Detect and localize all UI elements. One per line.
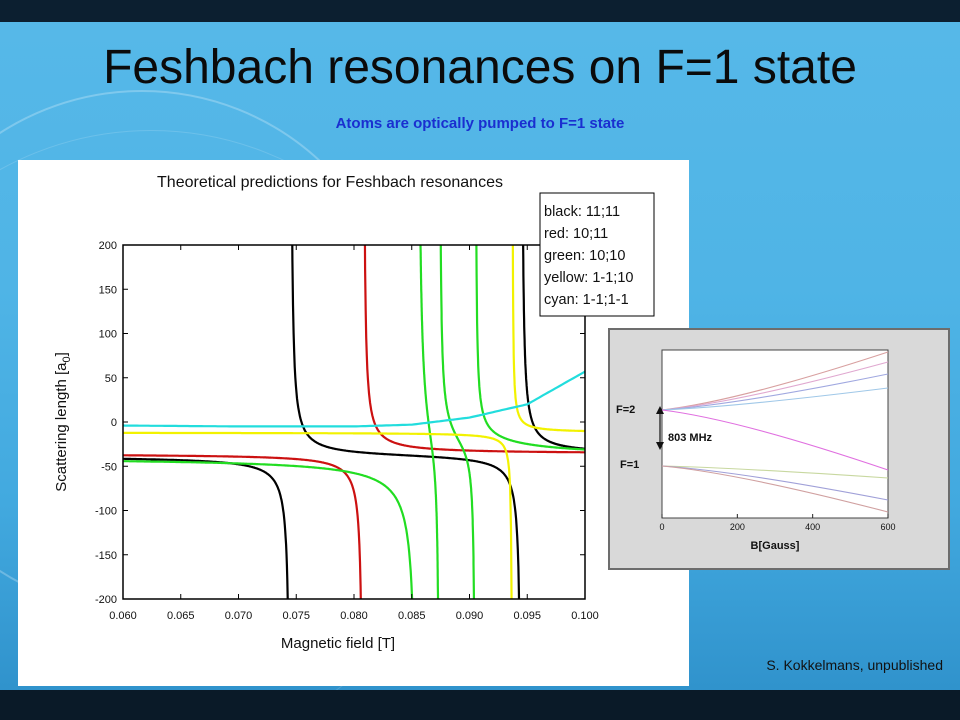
y-tick-label: -150 xyxy=(95,550,117,562)
inset-x-tick-label: 200 xyxy=(730,522,745,532)
series-black xyxy=(123,245,585,599)
series-line xyxy=(123,460,414,599)
y-axis-label: Scattering length [a0] xyxy=(53,352,73,492)
x-tick-label: 0.070 xyxy=(225,610,253,622)
inset-plot-panel: F=2 F=1 803 MHz 0 200 400 600 B[Gauss] xyxy=(608,328,950,570)
y-tick-label: -50 xyxy=(101,461,117,473)
y-axis-label-end: ] xyxy=(53,352,70,356)
series-line xyxy=(511,245,585,433)
y-tick-label: -100 xyxy=(95,506,117,518)
series-line xyxy=(522,245,585,450)
y-tick-label: 200 xyxy=(99,240,117,252)
main-plot: Theoretical predictions for Feshbach res… xyxy=(53,174,655,652)
x-tick-label: 0.085 xyxy=(398,610,426,622)
arrow-head-up xyxy=(656,406,664,414)
y-tick-label: 0 xyxy=(111,417,117,429)
series-line xyxy=(439,245,476,599)
legend-entry: green: 10;10 xyxy=(544,248,625,264)
inset-series-line xyxy=(661,387,889,411)
series-line xyxy=(475,245,585,451)
inset-series-line xyxy=(661,465,889,513)
x-axis-label: Magnetic field [T] xyxy=(281,635,395,652)
y-tick-label: 100 xyxy=(99,329,117,341)
y-tick-label: 150 xyxy=(99,284,117,296)
inset-x-label: B[Gauss] xyxy=(751,540,800,552)
bottom-bar xyxy=(0,690,960,720)
y-tick-label: -200 xyxy=(95,594,117,606)
plot-title: Theoretical predictions for Feshbach res… xyxy=(157,174,503,191)
inset-plot: F=2 F=1 803 MHz 0 200 400 600 B[Gauss] xyxy=(616,349,896,552)
slide-subtitle: Atoms are optically pumped to F=1 state xyxy=(335,115,625,132)
inset-x-tick-label: 600 xyxy=(880,522,895,532)
series-line xyxy=(123,431,513,599)
inset-series-line xyxy=(661,465,889,479)
x-tick-label: 0.080 xyxy=(340,610,368,622)
slide-title: Feshbach resonances on F=1 state xyxy=(103,41,857,94)
x-tick-label: 0.075 xyxy=(282,610,310,622)
inset-series-line xyxy=(661,373,889,411)
x-tick-label: 0.100 xyxy=(571,610,599,622)
main-plot-panel: Theoretical predictions for Feshbach res… xyxy=(18,160,689,686)
y-axis-label-subscript: 0 xyxy=(61,356,73,362)
legend-entry: cyan: 1-1;1-1 xyxy=(544,292,629,308)
inset-x-tick-label: 0 xyxy=(659,522,664,532)
arrow-head-down xyxy=(656,442,664,450)
f2-label: F=2 xyxy=(616,404,635,416)
legend: black: 11;11 red: 10;11 green: 10;10 yel… xyxy=(539,192,655,317)
series-cyan xyxy=(123,370,585,428)
inset-series-line xyxy=(661,361,889,411)
f1-label: F=1 xyxy=(620,459,639,471)
x-tick-label: 0.065 xyxy=(167,610,195,622)
x-tick-label: 0.095 xyxy=(513,610,541,622)
series-red xyxy=(123,245,585,599)
legend-entry: red: 10;11 xyxy=(544,226,608,242)
legend-entry: yellow: 1-1;10 xyxy=(544,270,633,286)
legend-box xyxy=(539,192,655,317)
y-axis-label-main: Scattering length [a xyxy=(53,362,70,492)
series-green xyxy=(123,245,585,599)
x-tick-label: 0.090 xyxy=(456,610,484,622)
credit-text: S. Kokkelmans, unpublished xyxy=(766,657,943,673)
series-line xyxy=(419,245,440,599)
series-line xyxy=(123,370,585,428)
series-line xyxy=(291,245,521,599)
inset-series-line xyxy=(661,409,889,471)
x-tick-label: 0.060 xyxy=(109,610,137,622)
inset-frame xyxy=(661,349,889,519)
y-tick-label: 50 xyxy=(105,373,117,385)
series-line xyxy=(123,457,289,599)
inset-series-line xyxy=(661,465,889,501)
legend-entry: black: 11;11 xyxy=(544,204,620,220)
series-line xyxy=(363,245,585,454)
inset-x-tick-label: 400 xyxy=(805,522,820,532)
series-line xyxy=(123,454,362,599)
plot-frame xyxy=(122,244,586,600)
splitting-label: 803 MHz xyxy=(668,432,713,444)
series-yellow xyxy=(123,245,585,599)
